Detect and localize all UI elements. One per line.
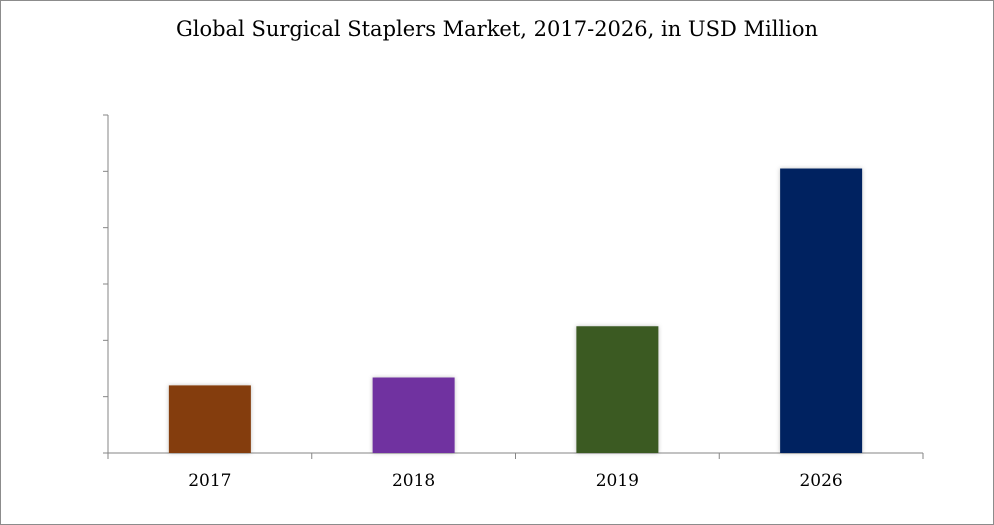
bar-2026 xyxy=(780,168,863,453)
chart-title: Global Surgical Staplers Market, 2017-20… xyxy=(175,17,819,41)
bar-2017 xyxy=(168,385,251,453)
bar-2019 xyxy=(576,326,659,453)
x-tick-label: 2017 xyxy=(188,471,231,491)
x-tick-label: 2026 xyxy=(799,471,842,491)
bar-2018 xyxy=(372,377,455,453)
x-tick-label: 2019 xyxy=(596,471,639,491)
x-tick-label: 2018 xyxy=(392,471,435,491)
